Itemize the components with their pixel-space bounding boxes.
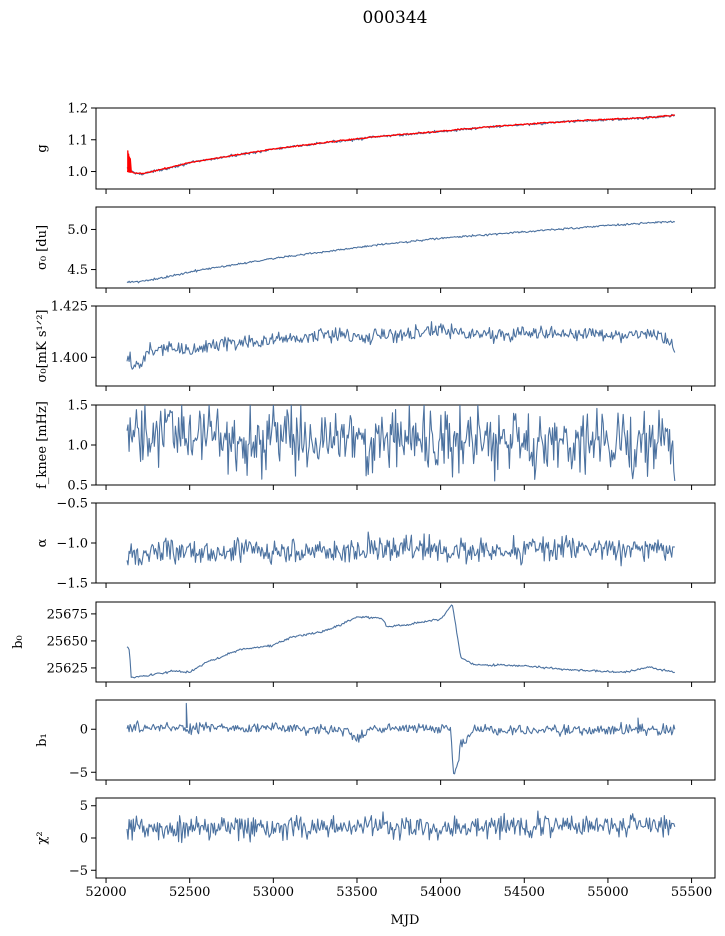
x-tick-label: 54000	[420, 885, 461, 900]
axes-frame	[95, 601, 716, 683]
y-tick-label: 25650	[47, 634, 88, 649]
series-line	[126, 220, 676, 284]
panel-g: 1.0 1.1 1.2 g	[35, 102, 716, 194]
series-line	[126, 531, 675, 567]
fit-line	[126, 114, 676, 175]
y-axis-label: b₁	[35, 733, 50, 747]
panel-sigma0: 4.5 5.0 σ₀ [du]	[35, 206, 716, 293]
x-tick-label: 54500	[504, 885, 545, 900]
series-line	[126, 810, 676, 844]
x-tick-label: 52500	[169, 885, 210, 900]
y-axis-label: χ²	[35, 831, 50, 844]
series-line	[126, 604, 676, 679]
series-line	[126, 702, 676, 775]
axes-frame	[95, 206, 716, 289]
y-tick-label: −5	[69, 766, 88, 781]
x-tick-label: 53000	[253, 885, 294, 900]
x-tick-label: 53500	[336, 885, 377, 900]
y-tick-label: 0	[80, 832, 88, 847]
series-line	[126, 405, 676, 482]
y-axis-label: b₀	[11, 635, 26, 649]
x-axis-label: MJD	[391, 913, 420, 928]
x-tick-label: 55500	[671, 885, 712, 900]
y-tick-label: 0.5	[67, 479, 88, 494]
y-tick-label: 25625	[47, 661, 88, 676]
panel-chi2: 52000 52500 53000 53500 54000 54500 55000 55500…	[35, 797, 716, 900]
series-line	[126, 113, 676, 176]
y-axis-label: σ₀ [du]	[35, 225, 50, 270]
y-tick-label: 1.0	[67, 439, 88, 454]
y-axis-label: σ₀[mK s¹ᐟ²]	[35, 310, 50, 383]
y-tick-label: 25675	[47, 607, 88, 622]
y-tick-label: −5	[69, 864, 88, 879]
panel-b1: −5 0 b₁	[35, 699, 716, 785]
y-tick-label: 1.1	[67, 133, 88, 148]
y-tick-label: 1.2	[67, 102, 88, 117]
y-axis-label: α	[35, 538, 50, 547]
y-tick-label: 1.425	[51, 300, 88, 315]
y-tick-label: −1.0	[56, 537, 88, 552]
y-tick-label: −0.5	[56, 497, 88, 512]
y-tick-label: 1.5	[67, 399, 88, 414]
panel-alpha: −1.5 −1.0 −0.5 α	[35, 497, 716, 592]
axes-frame	[95, 107, 716, 190]
y-axis-label: f_knee [mHz]	[35, 401, 50, 489]
series-line	[126, 321, 676, 370]
y-tick-label: 0	[80, 723, 88, 738]
axes-frame	[95, 699, 716, 781]
axes-frame	[95, 305, 716, 387]
y-tick-label: 1.400	[51, 351, 88, 366]
panel-b0: 25625 25650 25675 b₀	[11, 601, 716, 687]
panel-fknee: 0.5 1.0 1.5 f_knee [mHz]	[35, 399, 716, 494]
y-tick-label: −1.5	[56, 577, 88, 592]
x-tick-label: 52000	[85, 885, 126, 900]
y-tick-label: 5.0	[67, 223, 88, 238]
y-axis-label: g	[35, 144, 50, 152]
y-tick-label: 1.0	[67, 165, 88, 180]
y-tick-label: 5	[80, 799, 88, 814]
figure-title: 000344	[363, 8, 428, 28]
y-tick-label: 4.5	[67, 263, 88, 278]
axes-frame	[95, 797, 716, 879]
x-tick-label: 55000	[587, 885, 628, 900]
